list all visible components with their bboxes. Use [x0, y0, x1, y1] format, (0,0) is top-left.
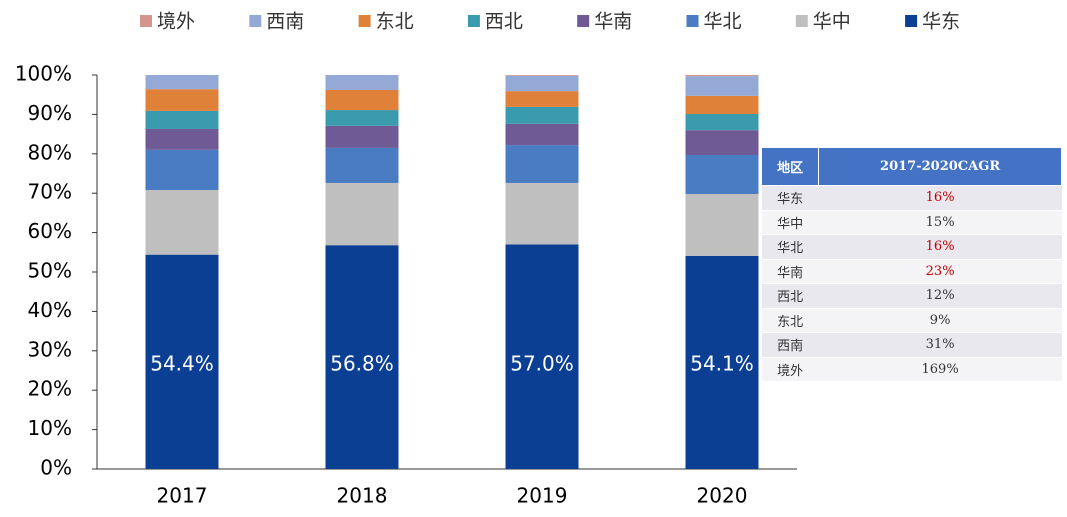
bar-segment — [685, 76, 759, 96]
y-tick-label: 20% — [28, 377, 72, 401]
cagr-cell: 23% — [818, 259, 1062, 284]
region-cell: 华中 — [761, 210, 819, 235]
cagr-cell: 31% — [818, 332, 1062, 358]
y-tick-label: 10% — [28, 416, 72, 440]
bar-segment — [145, 110, 219, 129]
bar-segment — [145, 149, 219, 191]
cagr-cell: 12% — [818, 283, 1062, 309]
legend-label: 华南 — [594, 11, 632, 33]
legend-swatch — [358, 15, 371, 27]
legend-swatch — [795, 15, 808, 27]
y-tick-label: 80% — [28, 140, 72, 164]
bar-segment — [325, 110, 399, 126]
legend-label: 西北 — [485, 11, 523, 33]
bar-segment — [685, 193, 759, 256]
y-tick-label: 100% — [15, 62, 72, 86]
bar-segment — [685, 255, 759, 469]
bar-segment — [325, 182, 399, 246]
legend-label: 华北 — [704, 11, 742, 33]
legend-swatch — [577, 15, 590, 27]
bar-segment — [145, 190, 219, 255]
bar-segment — [325, 89, 399, 111]
legend-swatch — [467, 15, 480, 27]
bar-segment — [145, 75, 219, 90]
bar-segment — [685, 95, 759, 115]
cagr-table: 地区 2017-2020CAGR 华东 16% 华中 15% 华北 16% 华南 23% 西北 12%… — [760, 147, 1062, 382]
legend-label: 境外 — [157, 11, 195, 33]
value-label: 56.8% — [330, 352, 394, 376]
bar-segment — [505, 75, 579, 76]
legend-swatch — [249, 15, 262, 27]
y-tick-label: 50% — [28, 259, 72, 283]
legend-label: 华中 — [813, 11, 851, 33]
x-tick-label: 2019 — [517, 484, 568, 508]
bar-segment — [145, 254, 219, 469]
bar-segment — [505, 182, 579, 245]
region-cell: 西北 — [761, 283, 819, 309]
legend-swatch — [140, 15, 152, 27]
table-row: 华南 23% — [761, 259, 1062, 284]
cagr-cell: 15% — [818, 210, 1062, 235]
bar-segment — [325, 75, 399, 90]
bar-segment — [685, 154, 759, 194]
legend-swatch — [905, 15, 918, 27]
region-cell: 境外 — [761, 357, 819, 382]
column-header: 2017-2020CAGR — [818, 147, 1062, 186]
y-tick-label: 60% — [28, 219, 72, 243]
bar-segment — [685, 75, 759, 77]
bar-segment — [685, 114, 759, 131]
value-label: 54.1% — [690, 352, 754, 376]
table-row: 东北 9% — [761, 308, 1062, 333]
x-tick-label: 2018 — [337, 484, 388, 508]
bar-segment — [325, 147, 399, 183]
table-row: 西南 31% — [761, 332, 1062, 358]
region-cell: 西南 — [761, 332, 819, 358]
value-label: 57.0% — [510, 352, 574, 376]
table-row: 华东 16% — [761, 185, 1062, 211]
y-tick-label: 90% — [28, 101, 72, 125]
bar-segment — [685, 130, 759, 155]
legend-label: 华东 — [922, 11, 960, 33]
region-cell: 华北 — [761, 234, 819, 260]
cagr-cell: 9% — [818, 308, 1062, 333]
column-header: 地区 — [760, 147, 820, 186]
y-tick-label: 0% — [40, 456, 72, 480]
table-row: 华中 15% — [761, 210, 1062, 235]
legend-label: 西南 — [266, 11, 304, 33]
region-cell: 华东 — [761, 185, 819, 211]
bar-segment — [505, 244, 579, 469]
bar-segment — [505, 91, 579, 107]
x-tick-label: 2020 — [697, 484, 748, 508]
cagr-cell: 169% — [818, 357, 1062, 382]
bar-segment — [505, 145, 579, 183]
bar-segment — [145, 128, 219, 150]
bar-segment — [145, 89, 219, 111]
value-label: 54.4% — [150, 352, 214, 376]
table-row: 华北 16% — [761, 234, 1062, 260]
region-cell: 东北 — [761, 308, 819, 333]
legend-swatch — [686, 15, 699, 27]
bar-segment — [505, 106, 579, 124]
table-row: 境外 169% — [761, 357, 1062, 382]
bar-segment — [505, 75, 579, 92]
region-cell: 华南 — [761, 259, 819, 284]
y-tick-label: 70% — [28, 180, 72, 204]
table-row: 西北 12% — [761, 283, 1062, 309]
x-tick-label: 2017 — [157, 484, 208, 508]
cagr-cell: 16% — [818, 234, 1062, 260]
bar-segment — [325, 245, 399, 469]
y-tick-label: 40% — [28, 298, 72, 322]
bar-segment — [505, 123, 579, 146]
bar-segment — [325, 125, 399, 148]
cagr-cell: 16% — [818, 185, 1062, 211]
table-header: 地区 2017-2020CAGR — [760, 147, 1062, 186]
legend-label: 东北 — [376, 11, 414, 33]
y-tick-label: 30% — [28, 337, 72, 361]
